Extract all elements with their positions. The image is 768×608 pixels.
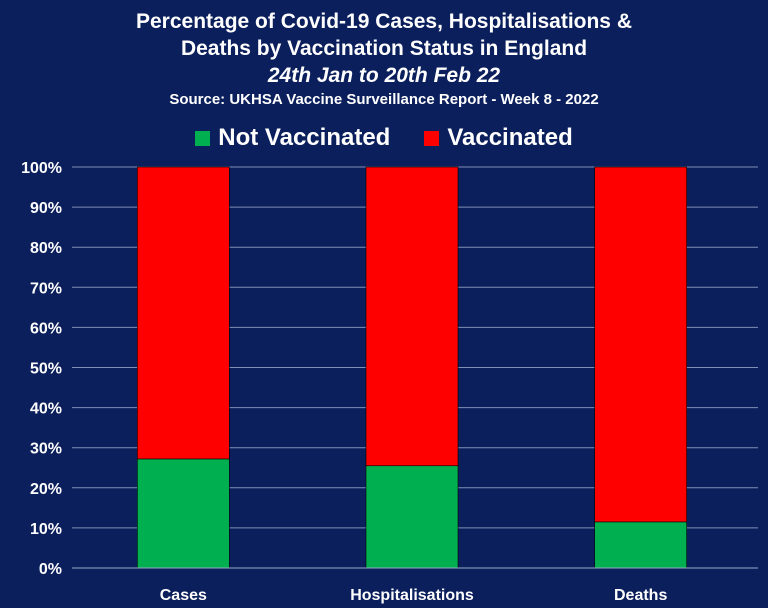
bar-segment-vaccinated bbox=[137, 166, 230, 460]
y-tick-label: 90% bbox=[30, 200, 62, 217]
chart-title-line-1: Percentage of Covid-19 Cases, Hospitalis… bbox=[136, 10, 632, 33]
chart-title-block: Percentage of Covid-19 Cases, Hospitalis… bbox=[0, 8, 768, 111]
y-tick-label: 50% bbox=[30, 361, 62, 378]
x-category-label: Cases bbox=[160, 587, 207, 604]
bar-segment-not-vaccinated bbox=[365, 465, 459, 569]
chart-title-line-2: Deaths by Vaccination Status in England bbox=[180, 37, 588, 60]
x-category-label: Deaths bbox=[614, 587, 667, 604]
bar-segment-vaccinated bbox=[365, 166, 459, 467]
chart-source: Source: UKHSA Vaccine Surveillance Repor… bbox=[169, 91, 599, 108]
y-tick-label: 100% bbox=[21, 160, 62, 177]
y-tick-label: 70% bbox=[30, 280, 62, 297]
y-tick-label: 40% bbox=[30, 401, 62, 418]
y-tick-label: 10% bbox=[30, 521, 62, 538]
legend-swatch-not-vaccinated bbox=[195, 130, 211, 146]
bar-segment-vaccinated bbox=[594, 166, 687, 523]
legend-item-not-vaccinated: Not Vaccinated bbox=[195, 124, 390, 152]
legend-label-not-vaccinated: Not Vaccinated bbox=[218, 124, 391, 151]
y-tick-label: 0% bbox=[39, 561, 62, 578]
y-tick-label: 30% bbox=[30, 441, 62, 458]
legend-swatch-vaccinated bbox=[424, 130, 440, 146]
y-tick-label: 60% bbox=[30, 320, 62, 337]
y-tick-label: 20% bbox=[30, 481, 62, 498]
chart-subtitle: 24th Jan to 20th Feb 22 bbox=[267, 64, 501, 87]
chart-legend: Not Vaccinated Vaccinated bbox=[0, 124, 768, 152]
legend-item-vaccinated: Vaccinated bbox=[424, 124, 573, 152]
x-category-label: Hospitalisations bbox=[350, 587, 474, 604]
y-tick-label: 80% bbox=[30, 240, 62, 257]
bar-segment-not-vaccinated bbox=[137, 458, 230, 569]
legend-label-vaccinated: Vaccinated bbox=[447, 124, 573, 151]
bar-segment-not-vaccinated bbox=[594, 521, 687, 569]
